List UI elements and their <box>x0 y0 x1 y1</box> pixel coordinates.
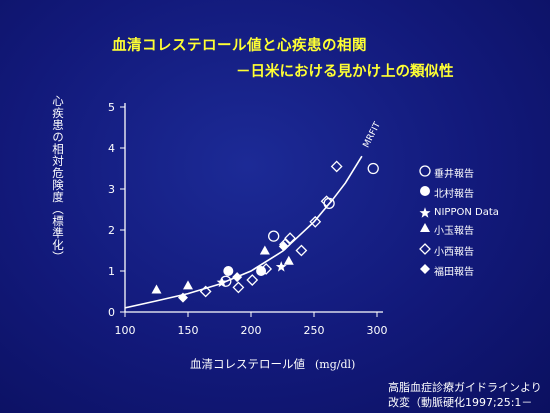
legend-label: 垂井報告 <box>434 169 474 180</box>
data-point-circle-filled <box>256 266 267 276</box>
data-point-circle-filled <box>223 266 234 276</box>
data-point-triangle <box>283 255 294 265</box>
data-point-star <box>216 276 228 288</box>
legend-marker <box>419 165 431 177</box>
legend-marker-circle-filled <box>420 186 430 196</box>
slide-title: 血清コレステロール値と心疾患の相関 <box>112 37 367 54</box>
data-point-diamond-open <box>232 281 245 294</box>
y-tick-label: 4 <box>108 142 115 155</box>
legend-marker-star <box>419 207 431 218</box>
legend-marker-circle-open <box>419 165 431 177</box>
source-line-1: 高脂血症診療ガイドラインより <box>388 381 542 394</box>
x-axis-label-text: 血清コレステロール値 <box>190 357 305 371</box>
data-point-circle-open <box>268 230 280 242</box>
source-line-2: 改変（動脈硬化1997;25:1－ <box>388 396 533 409</box>
mrfit-curve <box>124 155 363 309</box>
x-axis-label: 血清コレステロール値 (mg/dl) <box>190 356 355 372</box>
data-point-diamond-open <box>320 195 333 208</box>
data-point-diamond-filled <box>232 272 243 283</box>
y-tick-label: 2 <box>108 224 115 237</box>
data-point-star <box>275 261 287 272</box>
legend-marker <box>420 264 430 274</box>
data-point-circle-open <box>367 162 379 175</box>
data-point-diamond-open <box>199 285 212 298</box>
legend-marker <box>419 207 431 218</box>
y-tick-label: 3 <box>108 183 115 196</box>
data-point-diamond-open <box>330 160 343 173</box>
x-tick-label: 300 <box>367 324 388 337</box>
data-point-diamond-open <box>260 263 273 275</box>
x-tick-label: 100 <box>115 324 136 337</box>
legend-marker-diamond-filled <box>420 264 430 274</box>
legend-marker <box>420 186 430 196</box>
legend-marker <box>419 243 431 255</box>
legend-marker-triangle <box>420 223 430 232</box>
data-point-diamond-open <box>295 244 308 257</box>
y-tick-label: 5 <box>108 101 115 114</box>
mrfit-curve-label: MRFIT <box>362 120 384 149</box>
legend-label: 福田報告 <box>434 267 474 278</box>
data-point-diamond-open <box>309 215 322 228</box>
legend-label: 小西報告 <box>434 247 474 258</box>
data-point-triangle <box>183 280 193 290</box>
legend-label: 小玉報告 <box>434 226 474 237</box>
data-point-diamond-filled <box>177 292 188 303</box>
y-axis-label: 心疾患の相対危険度（標準化） <box>51 95 65 263</box>
y-tick-label: 1 <box>108 265 115 278</box>
x-tick-label: 150 <box>178 324 199 337</box>
source-citation: 高脂血症診療ガイドラインより 改変（動脈硬化1997;25:1－ <box>388 380 542 410</box>
legend-label: 北村報告 <box>434 189 474 200</box>
data-point-triangle <box>151 284 162 294</box>
x-tick-label: 250 <box>304 324 325 337</box>
legend-label: NIPPON Data <box>434 207 499 218</box>
y-tick-label: 0 <box>108 306 115 319</box>
x-tick-label: 200 <box>241 324 262 337</box>
x-axis-unit: (mg/dl) <box>315 358 356 371</box>
legend-marker-diamond-open <box>419 243 431 255</box>
legend-marker <box>420 223 430 232</box>
data-point-diamond-open <box>284 232 296 245</box>
slide-subtitle: －日米における見かけ上の類似性 <box>236 63 454 80</box>
data-point-triangle <box>259 245 270 255</box>
data-point-diamond-filled <box>278 241 289 252</box>
data-point-diamond-open <box>246 274 259 286</box>
